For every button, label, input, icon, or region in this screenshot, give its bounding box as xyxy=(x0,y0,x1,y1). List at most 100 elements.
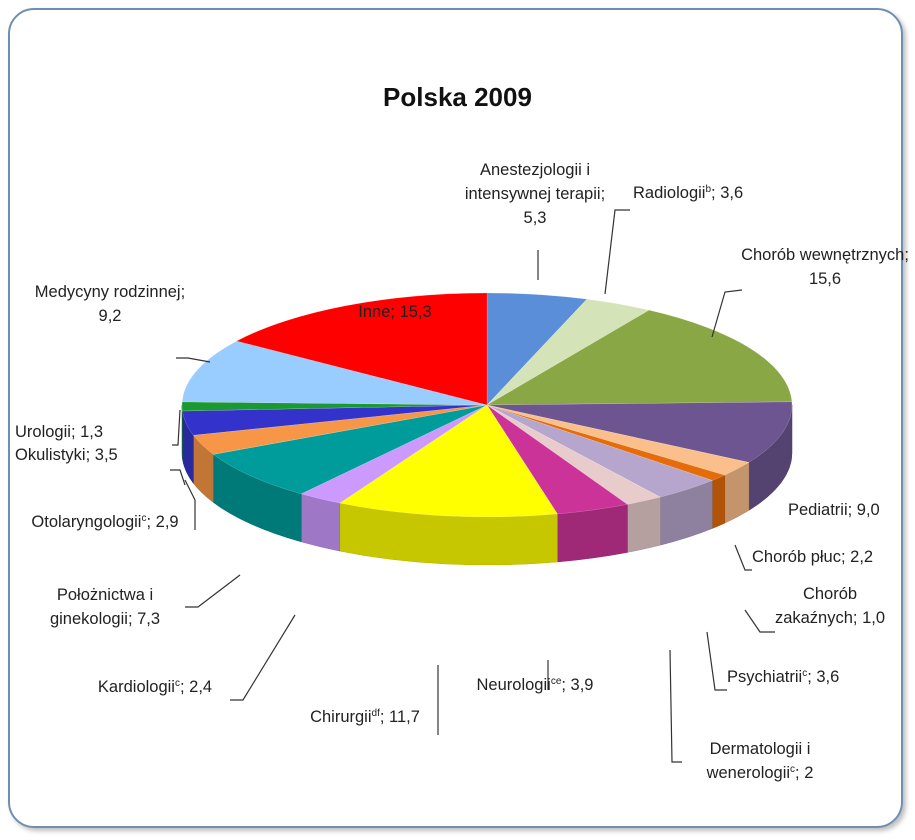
category-label: Psychiatrii xyxy=(727,668,803,686)
superscript: c xyxy=(802,668,808,679)
pie-slice xyxy=(181,340,488,406)
category-label: Anestezjologii i intensywnej terapii xyxy=(464,161,601,203)
pie-side xyxy=(712,474,726,529)
pie-tops xyxy=(181,292,793,518)
leader-line xyxy=(669,649,682,763)
pie-slice xyxy=(486,404,629,515)
value-label: 11,7 xyxy=(389,708,420,726)
value-label: 15,3 xyxy=(399,303,432,321)
pie-slice xyxy=(486,292,588,406)
value-label: 7,3 xyxy=(137,610,161,628)
category-label: Otolaryngologii xyxy=(31,513,142,531)
data-label: Chorób płuc; 2,2 xyxy=(752,545,912,569)
data-label: Okulistyki; 3,5 xyxy=(15,443,165,467)
pie-slice xyxy=(339,404,558,518)
separator: ; xyxy=(840,548,851,566)
category-label: Pediatrii xyxy=(788,501,848,519)
separator: ; xyxy=(904,246,909,264)
data-label: Położnictwa i ginekologii; 7,3 xyxy=(20,583,190,631)
pie-side xyxy=(627,496,661,553)
value-label: 1,0 xyxy=(862,609,886,627)
data-label: Kardiologiic; 2,4 xyxy=(60,675,250,699)
data-label: Anestezjologii i intensywnej terapii; 5,… xyxy=(455,158,615,230)
value-label: 3,9 xyxy=(570,676,594,694)
superscript: c xyxy=(174,678,180,689)
category-label: Urologii xyxy=(15,423,71,441)
leader-line xyxy=(711,289,743,338)
value-label: 2,2 xyxy=(850,548,874,566)
pie-slice xyxy=(486,404,750,476)
separator: ; xyxy=(561,676,571,694)
pie-slice xyxy=(300,404,488,504)
category-label: Chorób wewnętrznych xyxy=(741,246,905,264)
category-label: Inne xyxy=(358,303,391,321)
data-label: Chorób zakaźnych; 1,0 xyxy=(765,582,895,630)
data-label: Urologii; 1,3 xyxy=(15,420,185,444)
separator: ; xyxy=(795,764,805,782)
leader-line xyxy=(230,614,296,701)
category-label: Neurologii xyxy=(476,676,551,694)
leader-line xyxy=(706,631,727,691)
pie-slice xyxy=(486,309,793,406)
separator: ; xyxy=(70,423,81,441)
superscript: b xyxy=(705,184,712,195)
value-label: 9,2 xyxy=(98,307,122,325)
superscript: ce xyxy=(550,676,562,687)
separator: ; xyxy=(390,303,400,321)
category-label: Medycyny rodzinnej xyxy=(34,283,181,301)
pie-side xyxy=(301,493,341,552)
data-label: Otolaryngologiic; 2,9 xyxy=(5,510,205,534)
value-label: 2,4 xyxy=(189,678,213,696)
leader-line xyxy=(176,357,211,363)
separator: ; xyxy=(127,610,138,628)
leader-line xyxy=(170,469,186,486)
separator: ; xyxy=(600,185,606,203)
separator: ; xyxy=(180,283,186,301)
value-label: 2,9 xyxy=(155,513,179,531)
leader-line xyxy=(744,609,775,633)
data-label: Radiologiib; 3,6 xyxy=(633,181,813,205)
leader-line xyxy=(604,209,630,295)
leader-line xyxy=(734,544,752,571)
chart-title: Polska 2009 xyxy=(383,82,532,112)
value-label: 3,6 xyxy=(720,184,744,202)
data-label: Chorób wewnętrznych; 15,6 xyxy=(735,243,915,291)
value-label: 15,6 xyxy=(808,270,842,288)
chart-frame xyxy=(8,8,903,828)
separator: ; xyxy=(146,513,156,531)
value-label: 5,3 xyxy=(523,209,547,227)
category-label: Okulistyki xyxy=(15,446,86,464)
category-label: Chorób płuc xyxy=(752,548,841,566)
category-label: Chirurgii xyxy=(310,708,372,726)
data-label: Neurologiice; 3,9 xyxy=(450,673,620,697)
separator: ; xyxy=(179,678,190,696)
leader-line xyxy=(184,479,196,530)
leader-line xyxy=(172,409,181,446)
separator: ; xyxy=(85,446,95,464)
data-label: Inne; 15,3 xyxy=(320,300,470,324)
pie-slice xyxy=(486,404,662,505)
category-label: Kardiologii xyxy=(97,678,175,696)
category-label: Dermatologii i wenerologii xyxy=(706,740,811,782)
pie-sides xyxy=(181,404,793,566)
pie-slice xyxy=(192,404,488,455)
pie-slice xyxy=(235,292,488,406)
pie-slice xyxy=(182,404,488,436)
data-label: Dermatologii i wenerologiic; 2 xyxy=(680,737,840,785)
superscript: c xyxy=(141,513,147,524)
value-label: 9,0 xyxy=(856,501,880,519)
category-label: Chorób zakaźnych xyxy=(774,585,858,627)
separator: ; xyxy=(807,668,817,686)
pie-slice xyxy=(486,404,714,498)
pie-slice xyxy=(181,401,488,412)
value-label: 3,5 xyxy=(94,446,118,464)
value-label: 3,6 xyxy=(816,668,840,686)
pie-slice xyxy=(486,298,650,406)
data-label: Pediatrii; 9,0 xyxy=(788,498,915,522)
value-label: 2 xyxy=(804,764,814,782)
category-label: Radiologii xyxy=(633,184,706,202)
value-label: 1,3 xyxy=(80,423,104,441)
superscript: c xyxy=(790,764,796,775)
pie-slice xyxy=(486,404,726,481)
